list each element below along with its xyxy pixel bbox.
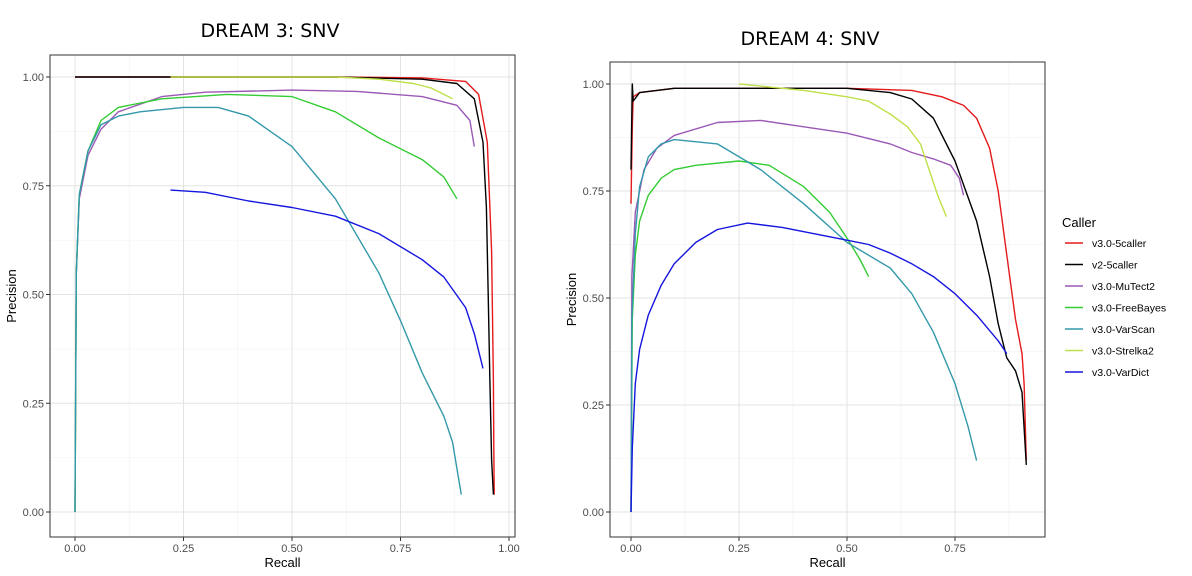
series-line-v3.0-VarDict bbox=[170, 189, 484, 369]
x-tick-label: 0.50 bbox=[836, 543, 857, 555]
y-tick-label: 0.75 bbox=[23, 181, 44, 193]
series-line-v3.0-VarScan bbox=[630, 138, 978, 513]
y-tick-label: 0.25 bbox=[23, 398, 44, 410]
x-tick-label: 0.00 bbox=[64, 543, 85, 555]
plot-panel-0 bbox=[50, 55, 515, 537]
series-line-v3.0-Strelka2 bbox=[170, 76, 453, 100]
chart-title-dream3: DREAM 3: SNV bbox=[200, 20, 340, 42]
y-tick-label: 0.50 bbox=[583, 293, 604, 305]
plot-border-1 bbox=[609, 61, 1046, 538]
legend-label-v2-5caller: v2-5caller bbox=[1092, 260, 1138, 272]
y-tick-label: 0.75 bbox=[583, 186, 604, 198]
x-axis-title: Recall bbox=[264, 555, 300, 570]
series-line-v3.0-MuTect2 bbox=[74, 89, 475, 513]
y-tick-label: 0.00 bbox=[23, 507, 44, 519]
x-tick-label: 0.50 bbox=[281, 543, 302, 555]
plot-panel-1 bbox=[610, 62, 1045, 537]
x-tick-label: 0.75 bbox=[944, 543, 965, 555]
x-tick-label: 0.75 bbox=[390, 543, 411, 555]
legend-title: Caller bbox=[1062, 215, 1097, 230]
y-tick-label: 0.25 bbox=[583, 400, 604, 412]
chart-title-dream4: DREAM 4: SNV bbox=[740, 28, 880, 50]
y-axis-title: Precision bbox=[564, 273, 579, 326]
x-tick-label: 0.00 bbox=[620, 543, 641, 555]
legend-label-v3.0-5caller: v3.0-5caller bbox=[1092, 238, 1147, 250]
y-tick-label: 1.00 bbox=[583, 79, 604, 91]
y-tick-label: 0.00 bbox=[583, 507, 604, 519]
x-tick-label: 1.00 bbox=[498, 543, 519, 555]
series-line-v3.0-Strelka2 bbox=[738, 83, 948, 217]
y-tick-label: 1.00 bbox=[23, 72, 44, 84]
y-tick-label: 0.50 bbox=[23, 290, 44, 302]
x-tick-label: 0.25 bbox=[173, 543, 194, 555]
series-line-v3.0-VarDict bbox=[630, 222, 1008, 513]
x-tick-label: 0.25 bbox=[728, 543, 749, 555]
plot-border-0 bbox=[49, 54, 516, 538]
legend-label-v3.0-VarScan: v3.0-VarScan bbox=[1092, 324, 1155, 336]
series-line-v2-5caller bbox=[630, 83, 1027, 465]
series-line-v3.0-VarScan bbox=[74, 106, 462, 513]
legend-label-v3.0-Strelka2: v3.0-Strelka2 bbox=[1092, 346, 1154, 358]
legend-label-v3.0-FreeBayes: v3.0-FreeBayes bbox=[1092, 303, 1166, 315]
legend-label-v3.0-MuTect2: v3.0-MuTect2 bbox=[1092, 281, 1155, 293]
x-axis-title: Recall bbox=[809, 555, 845, 570]
series-line-v3.0-FreeBayes bbox=[630, 160, 870, 513]
y-axis-title: Precision bbox=[4, 269, 19, 322]
legend-label-v3.0-VarDict: v3.0-VarDict bbox=[1092, 367, 1149, 379]
